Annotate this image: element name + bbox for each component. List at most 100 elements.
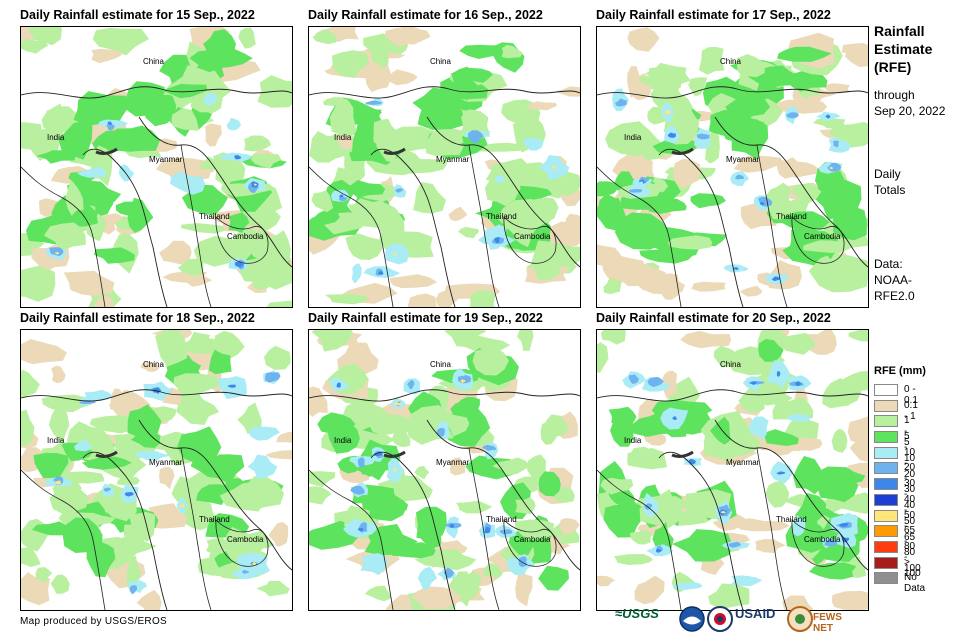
rain-patch (276, 431, 292, 444)
rain-patch (92, 27, 150, 56)
rainfall-map: China India Myanmar Thailand Cambodia (308, 329, 581, 611)
rain-patch (155, 330, 188, 367)
rain-patch (827, 163, 842, 172)
data-source-label: Data: NOAA- RFE2.0 (874, 256, 915, 304)
through-text: through (874, 88, 915, 102)
border-line (138, 419, 292, 571)
rain-patch (373, 118, 398, 148)
rain-patch (425, 131, 464, 157)
rain-patch (336, 382, 341, 388)
rain-patch (234, 155, 242, 160)
rain-patch (814, 547, 861, 561)
coastline (658, 148, 744, 307)
rain-patch (364, 100, 383, 105)
totals-label: Daily Totals (874, 166, 905, 198)
rain-patch (803, 240, 847, 253)
rain-patch (484, 167, 521, 207)
rain-patch (51, 365, 66, 383)
rain-patch (394, 402, 402, 406)
place-label-thailand: Thailand (776, 515, 807, 524)
panel-title: Daily Rainfall estimate for 17 Sep., 202… (596, 8, 831, 22)
rain-patch (309, 386, 328, 417)
rain-patch (608, 406, 637, 428)
border-line (714, 116, 868, 268)
place-label-myanmar: Myanmar (726, 458, 760, 467)
border-line (138, 116, 292, 268)
title-line-2: Estimate (874, 41, 933, 57)
legend-swatch (874, 462, 898, 475)
place-label-china: China (143, 360, 164, 369)
rain-patch (538, 565, 569, 591)
fewsnet-logo: FEWS NET (813, 612, 842, 634)
rain-patch (515, 569, 533, 607)
rain-patch (710, 416, 731, 445)
rain-patch (36, 150, 76, 164)
rain-patch (776, 471, 785, 475)
place-label-myanmar: Myanmar (436, 458, 470, 467)
rain-patch (776, 371, 781, 377)
rain-patch (764, 182, 792, 215)
rain-patch (58, 120, 93, 160)
rain-patch (31, 521, 74, 536)
rain-patch (203, 29, 236, 57)
rain-patch (357, 528, 364, 532)
legend-swatch (874, 446, 898, 459)
border-line (426, 116, 580, 268)
legend-label: 20 - 30 (904, 462, 916, 496)
rain-patch (27, 126, 64, 161)
title-line-3: (RFE) (874, 59, 912, 75)
rain-patch (345, 233, 383, 260)
rain-patch (41, 394, 92, 413)
rain-patch (825, 114, 831, 119)
legend-label: 10 - 20 (904, 446, 916, 480)
rain-patch (667, 235, 713, 250)
rain-patch (552, 165, 557, 169)
border-line (597, 86, 868, 99)
rain-patch (810, 466, 866, 485)
rain-patch (35, 567, 53, 583)
rain-patch (392, 253, 398, 256)
rain-patch (219, 480, 272, 512)
rain-patch (178, 503, 185, 508)
rain-patch (764, 429, 799, 446)
coastline (309, 166, 394, 307)
rain-patch (531, 240, 561, 281)
legend-label: 30 - 40 (904, 478, 916, 512)
usaid-seal-icon (707, 606, 733, 632)
legend-label: 40 - 50 (904, 493, 916, 527)
rainfall-map: China India Myanmar Thailand Cambodia (308, 26, 581, 308)
border-line (468, 144, 500, 307)
rain-patch (728, 541, 742, 548)
rain-patch (21, 233, 45, 257)
rain-patch (247, 454, 278, 479)
rain-patch (765, 481, 790, 508)
legend-title: RFE (mm) (874, 365, 926, 377)
rain-patch (456, 500, 493, 514)
coastline (82, 148, 168, 307)
rfe-title: Rainfall Estimate (RFE) (874, 22, 932, 76)
rain-patch (378, 271, 384, 275)
rain-patch (672, 158, 701, 189)
rain-patch (311, 190, 334, 213)
rain-patch (28, 27, 62, 46)
rain-patch (725, 91, 771, 122)
fewsnet-seal-icon (787, 606, 813, 632)
rain-patch (226, 117, 241, 131)
rain-patch (739, 285, 763, 297)
rain-patch (309, 131, 340, 163)
rain-patch (224, 526, 253, 563)
title-line-1: Rainfall (874, 23, 925, 39)
rain-patch (469, 289, 496, 307)
rain-patch (600, 330, 626, 345)
rain-patch (309, 486, 332, 505)
place-label-cambodia: Cambodia (227, 232, 264, 241)
rain-patch (115, 201, 149, 216)
rain-patch (608, 262, 666, 287)
rain-patch (597, 342, 609, 374)
rain-patch (628, 189, 643, 193)
rain-patch (331, 50, 370, 79)
rain-patch (655, 548, 662, 553)
place-label-thailand: Thailand (486, 515, 517, 524)
rain-patch (784, 161, 819, 178)
legend-swatch (874, 556, 898, 569)
